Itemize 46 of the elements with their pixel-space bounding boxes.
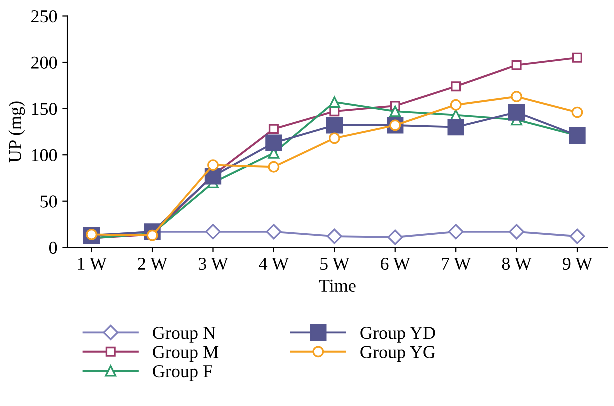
point	[326, 117, 343, 134]
x-tick-label: 7 W	[442, 258, 472, 270]
point	[326, 228, 342, 244]
x-tick-label: 5 W	[320, 258, 350, 270]
y-tick-label: 50	[40, 196, 58, 208]
point	[390, 106, 402, 118]
point	[572, 106, 584, 118]
point	[266, 224, 282, 240]
point	[328, 96, 340, 108]
x-tick-label: 9 W	[562, 258, 593, 270]
y-tick-label: 100	[32, 149, 58, 162]
point	[206, 224, 221, 240]
x-tick-label: 2 W	[138, 258, 168, 270]
point	[448, 224, 464, 240]
legend-label: Group N	[153, 327, 216, 343]
y-axis-title: UP (mg)	[8, 102, 26, 163]
point	[570, 228, 586, 244]
x-axis-title: Time	[319, 280, 356, 292]
legend-label: Group F	[153, 365, 212, 382]
legend-label: Group YG	[360, 346, 436, 362]
point	[266, 134, 282, 152]
point	[508, 104, 526, 121]
y-tick-label: 250	[32, 10, 58, 23]
x-tick-label: 8 W	[502, 258, 532, 270]
point	[388, 230, 404, 246]
legend-label: Group M	[153, 346, 219, 362]
point	[268, 124, 279, 134]
point	[451, 82, 462, 92]
legend-label: Group YD	[360, 327, 436, 343]
point	[268, 161, 280, 173]
point	[450, 99, 462, 111]
x-tick-label: 3 W	[198, 258, 228, 270]
point	[512, 60, 522, 70]
y-tick-label: 200	[32, 56, 58, 69]
x-tick-label: 4 W	[259, 258, 290, 270]
point	[569, 127, 586, 144]
point	[208, 160, 219, 171]
y-tick-label: 150	[32, 103, 58, 116]
y-tick-label: 0	[49, 242, 58, 254]
x-tick-label: 6 W	[381, 258, 410, 270]
point	[511, 91, 522, 102]
point	[328, 132, 340, 144]
point	[448, 118, 464, 136]
x-tick-label: 1 W	[78, 258, 107, 270]
point	[572, 52, 583, 63]
point	[509, 224, 525, 240]
